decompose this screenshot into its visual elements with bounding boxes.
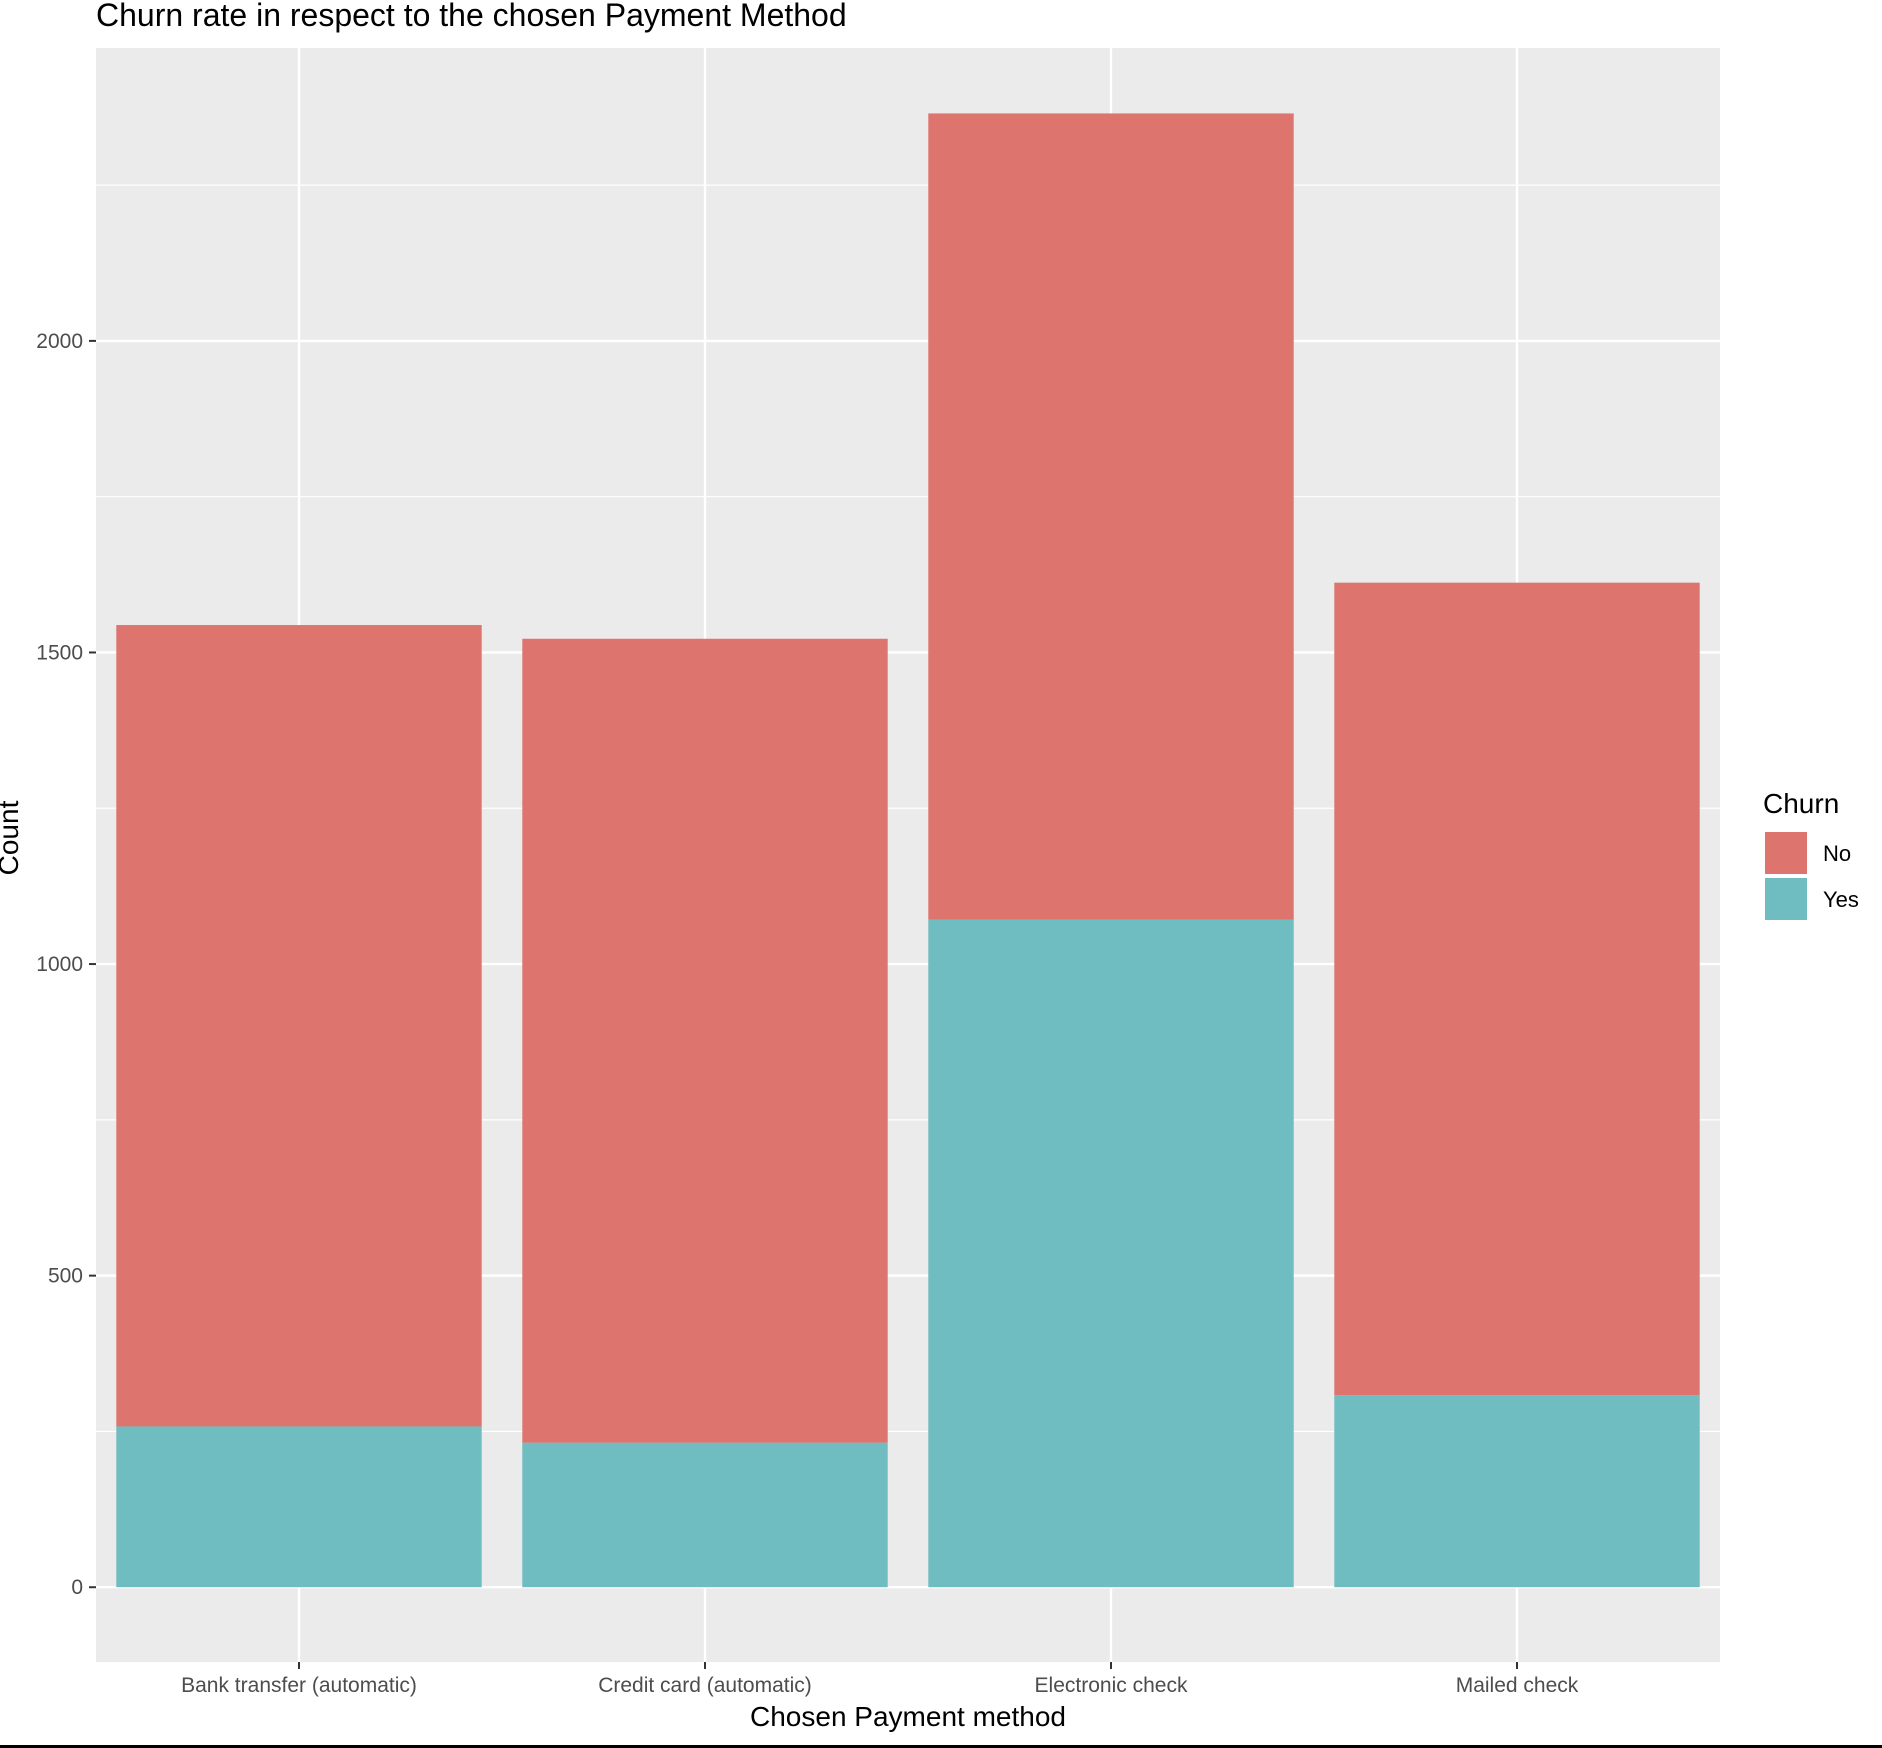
- y-axis-title: Count: [0, 800, 24, 875]
- bars: [116, 113, 1700, 1588]
- x-axis-title: Chosen Payment method: [750, 1701, 1066, 1732]
- bottom-border: [0, 1745, 1882, 1748]
- y-axis: 0 500 1000 1500 2000: [36, 330, 96, 1599]
- bar-no: [522, 638, 888, 1443]
- legend: Churn No Yes: [1763, 788, 1859, 920]
- x-tick-label: Mailed check: [1456, 1674, 1579, 1697]
- legend-label: Yes: [1823, 887, 1859, 912]
- bar-yes: [928, 919, 1294, 1588]
- bar-yes: [522, 1442, 888, 1588]
- y-tick-label: 0: [71, 1576, 83, 1599]
- chart-title: Churn rate in respect to the chosen Paym…: [96, 0, 847, 33]
- y-tick-label: 1000: [36, 953, 83, 976]
- y-tick-label: 1500: [36, 641, 83, 664]
- bar-no: [928, 113, 1294, 920]
- bar-yes: [116, 1426, 482, 1588]
- x-tick-label: Credit card (automatic): [598, 1674, 812, 1697]
- x-tick-label: Electronic check: [1035, 1674, 1188, 1697]
- bar-no: [116, 625, 482, 1427]
- x-axis: Bank transfer (automatic) Credit card (au…: [181, 1662, 1579, 1697]
- legend-key-no: [1765, 832, 1807, 874]
- legend-key-yes: [1765, 878, 1807, 920]
- legend-label: No: [1823, 841, 1851, 866]
- x-tick-label: Bank transfer (automatic): [181, 1674, 417, 1697]
- bar-yes: [1334, 1395, 1700, 1588]
- legend-title: Churn: [1763, 788, 1839, 819]
- y-tick-label: 500: [48, 1265, 83, 1288]
- legend-entries: No Yes: [1765, 832, 1859, 920]
- y-tick-label: 2000: [36, 330, 83, 353]
- bar-no: [1334, 582, 1700, 1396]
